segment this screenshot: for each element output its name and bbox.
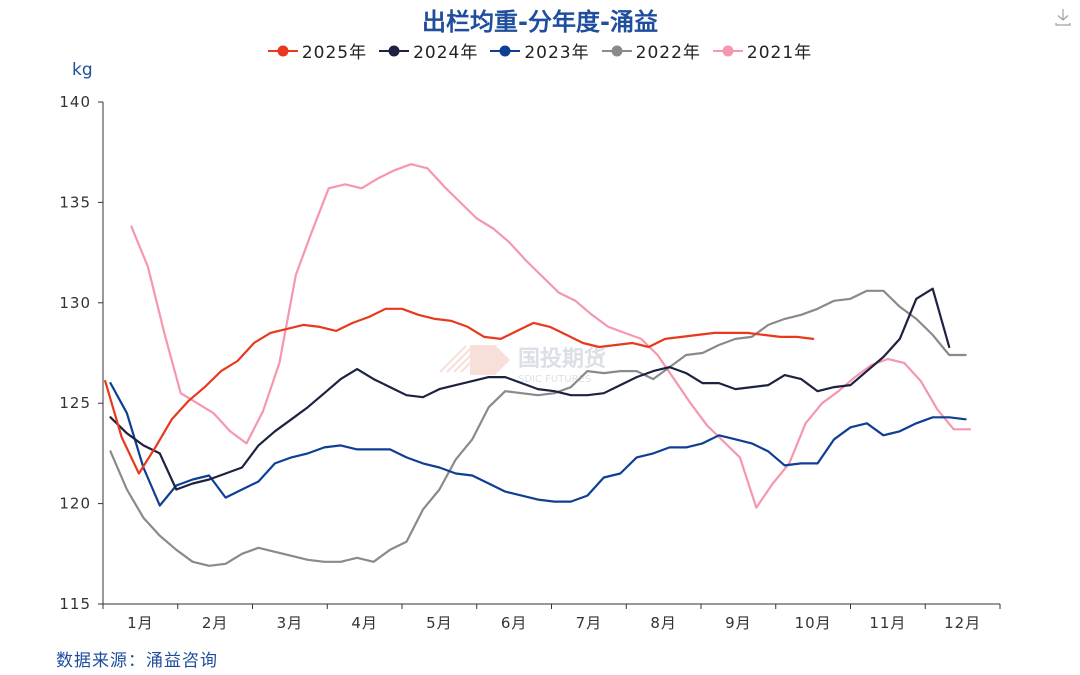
watermark-sub: SDIC FUTURES	[518, 374, 591, 385]
legend-item-2022[interactable]: 2022年	[601, 38, 701, 63]
y-tick-label: 130	[59, 294, 91, 312]
legend-swatch	[601, 45, 632, 56]
x-tick-label: 9月	[725, 614, 752, 632]
axes: 115 120 125 130 135 140 1月 2月 3月 4月 5月 6月 7月 8月 9月 10月 1…	[59, 93, 1001, 632]
watermark-name: 国投期货	[518, 346, 606, 372]
legend-label: 2023年	[524, 43, 590, 63]
x-tick-label: 10月	[795, 614, 832, 632]
legend-label: 2021年	[746, 43, 813, 63]
legend-item-2025[interactable]: 2025年	[267, 38, 368, 63]
series-line-2023	[109, 382, 967, 507]
legend-swatch	[267, 45, 298, 56]
y-tick-label: 140	[59, 93, 91, 111]
watermark-logo-icon	[439, 345, 510, 375]
data-source: 数据来源：涌益咨询	[56, 651, 218, 671]
x-tick-label: 3月	[277, 614, 304, 632]
y-tick-label: 135	[59, 193, 91, 211]
series-line-2024	[109, 287, 951, 491]
x-tick-label: 11月	[869, 614, 906, 632]
x-tick-label: 2月	[202, 614, 229, 632]
legend-swatch	[712, 45, 743, 56]
legend-label: 2024年	[413, 43, 479, 63]
series-lines	[104, 163, 972, 567]
x-tick-label: 4月	[351, 614, 378, 632]
x-tick-label: 1月	[127, 614, 154, 632]
legend-label: 2022年	[635, 43, 701, 63]
y-axis-unit: kg	[72, 60, 93, 80]
y-tick-label: 115	[59, 595, 91, 613]
series-line-2021	[130, 163, 972, 509]
y-tick-label: 120	[59, 495, 91, 513]
y-tick-label: 125	[59, 394, 91, 412]
download-icon[interactable]	[1052, 6, 1074, 28]
legend: 2025年 2024年 2023年 2022年 2021年	[0, 38, 1080, 63]
x-tick-label: 12月	[944, 614, 981, 632]
legend-swatch	[379, 45, 410, 56]
x-tick-label: 8月	[650, 614, 677, 632]
legend-item-2021[interactable]: 2021年	[712, 38, 813, 63]
legend-label: 2025年	[301, 43, 368, 63]
chart-title: 出栏均重-分年度-涌益	[422, 8, 658, 36]
legend-swatch	[490, 45, 521, 56]
series-line-2025	[104, 307, 815, 475]
watermark: 国投期货 SDIC FUTURES	[439, 345, 606, 385]
x-tick-label: 5月	[426, 614, 453, 632]
x-tick-label: 6月	[501, 614, 528, 632]
legend-item-2024[interactable]: 2024年	[379, 38, 478, 63]
series-line-2022	[109, 289, 967, 567]
legend-item-2023[interactable]: 2023年	[490, 38, 589, 63]
x-tick-label: 7月	[576, 614, 603, 632]
